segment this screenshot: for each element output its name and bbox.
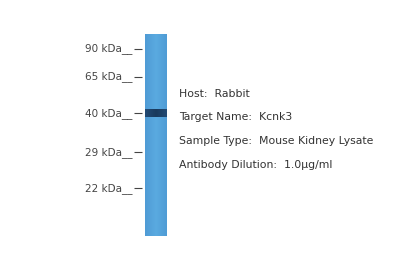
Text: 22 kDa__: 22 kDa__ [85, 183, 133, 194]
Text: 40 kDa__: 40 kDa__ [85, 108, 133, 119]
Text: Target Name:  Kcnk3: Target Name: Kcnk3 [179, 112, 292, 122]
Text: 90 kDa__: 90 kDa__ [85, 44, 133, 54]
Text: 29 kDa__: 29 kDa__ [85, 147, 133, 158]
Text: Host:  Rabbit: Host: Rabbit [179, 89, 250, 99]
Text: Antibody Dilution:  1.0µg/ml: Antibody Dilution: 1.0µg/ml [179, 160, 332, 170]
Text: Sample Type:  Mouse Kidney Lysate: Sample Type: Mouse Kidney Lysate [179, 136, 373, 146]
Text: 65 kDa__: 65 kDa__ [85, 71, 133, 82]
